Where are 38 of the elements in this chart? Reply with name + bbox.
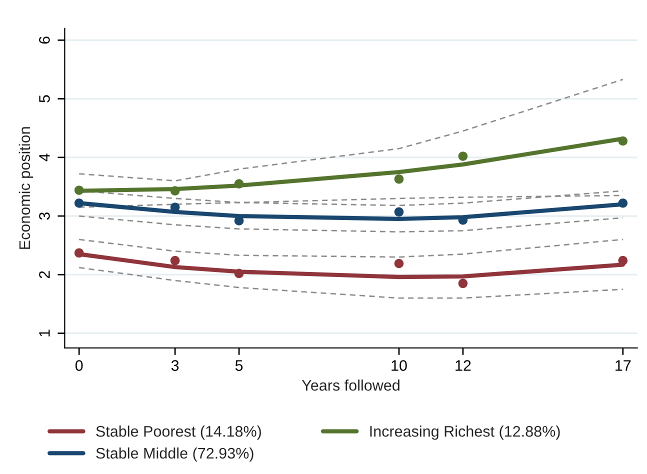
- y-tick-label: 1: [39, 330, 50, 336]
- line-series: [78, 266, 624, 299]
- point: [458, 278, 468, 288]
- point: [74, 248, 84, 258]
- point: [234, 179, 244, 188]
- x-tick-label: 12: [456, 360, 471, 371]
- x-tick-label: 10: [392, 360, 407, 371]
- line-series: [78, 215, 624, 233]
- y-tick-label: 5: [39, 95, 50, 102]
- x-axis-title: Years followed: [302, 380, 400, 391]
- point: [394, 258, 404, 268]
- x-tick-label: 0: [75, 360, 83, 371]
- point: [170, 186, 180, 196]
- legend-label: Increasing Richest (12.88%): [370, 426, 560, 440]
- x-tick-label: 3: [171, 360, 179, 371]
- x-tick-label: 17: [616, 360, 631, 371]
- point: [394, 174, 404, 184]
- line-series: [78, 78, 624, 182]
- point: [74, 198, 84, 208]
- point: [170, 202, 180, 212]
- y-tick-label: 2: [39, 271, 50, 278]
- point: [618, 198, 628, 208]
- legend-label: Stable Middle (72.93%): [96, 447, 254, 462]
- point: [74, 186, 84, 195]
- line-series: [78, 238, 624, 258]
- point: [394, 207, 404, 217]
- point: [618, 136, 628, 146]
- y-tick-label: 3: [39, 212, 50, 220]
- point: [234, 268, 244, 278]
- point: [618, 256, 628, 266]
- point: [170, 256, 180, 266]
- y-axis-title: Economic position: [18, 127, 34, 249]
- y-tick-label: 6: [39, 36, 50, 44]
- legend-label: Stable Poorest (14.18%): [96, 426, 261, 440]
- y-tick-label: 4: [39, 154, 50, 162]
- x-tick-label: 5: [235, 360, 243, 371]
- point: [234, 216, 244, 226]
- point: [458, 152, 468, 161]
